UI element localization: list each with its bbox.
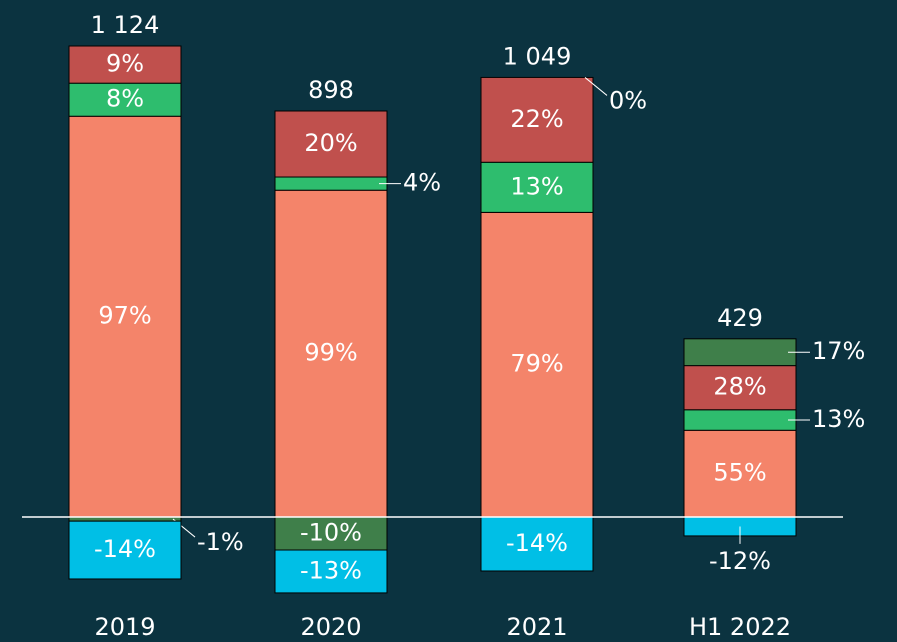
segment-label: 8% [106, 85, 144, 113]
segment-label: 13% [510, 172, 563, 200]
x-tick-label: 2019 [94, 613, 155, 641]
segment-label: 20% [304, 129, 357, 157]
bar-segment [683, 365, 797, 411]
segment-label: 99% [304, 339, 357, 367]
segment-label: -14% [94, 535, 156, 563]
segment-label: 4% [403, 169, 441, 197]
bar-segment [274, 176, 388, 191]
segment-label: 0% [609, 86, 647, 114]
segment-label: 55% [713, 459, 766, 487]
total-label: 1 049 [503, 42, 572, 70]
bar-segment [480, 516, 594, 572]
bar-segment [683, 409, 797, 431]
segment-label: 97% [98, 302, 151, 330]
bar-segment [68, 115, 182, 518]
bar-segment [683, 429, 797, 518]
segment-label: 13% [812, 405, 865, 433]
x-tick-label: H1 2022 [689, 613, 791, 641]
x-tick-label: 2020 [300, 613, 361, 641]
bar-segment [274, 189, 388, 518]
segment-label: -10% [300, 519, 362, 547]
bar-segment [683, 338, 797, 367]
total-label: 898 [308, 76, 354, 104]
leader-line [584, 77, 608, 96]
total-label: 1 124 [91, 11, 160, 39]
bar-segment [68, 520, 182, 580]
segment-label: -1% [197, 528, 244, 556]
bar-segment [480, 161, 594, 213]
segment-label: 22% [510, 105, 563, 133]
segment-label: -14% [506, 529, 568, 557]
total-label: 429 [717, 304, 763, 332]
bar-segment [274, 110, 388, 178]
segment-label: -12% [709, 547, 771, 575]
bar-segment [68, 45, 182, 84]
segment-label: 17% [812, 337, 865, 365]
segment-label: 28% [713, 373, 766, 401]
segment-label: 9% [106, 50, 144, 78]
x-tick-label: 2021 [506, 613, 567, 641]
bar-segment [480, 211, 594, 518]
segment-label: 79% [510, 350, 563, 378]
bar-segment [274, 549, 388, 594]
bar-segment [480, 76, 594, 163]
segment-label: -13% [300, 556, 362, 584]
